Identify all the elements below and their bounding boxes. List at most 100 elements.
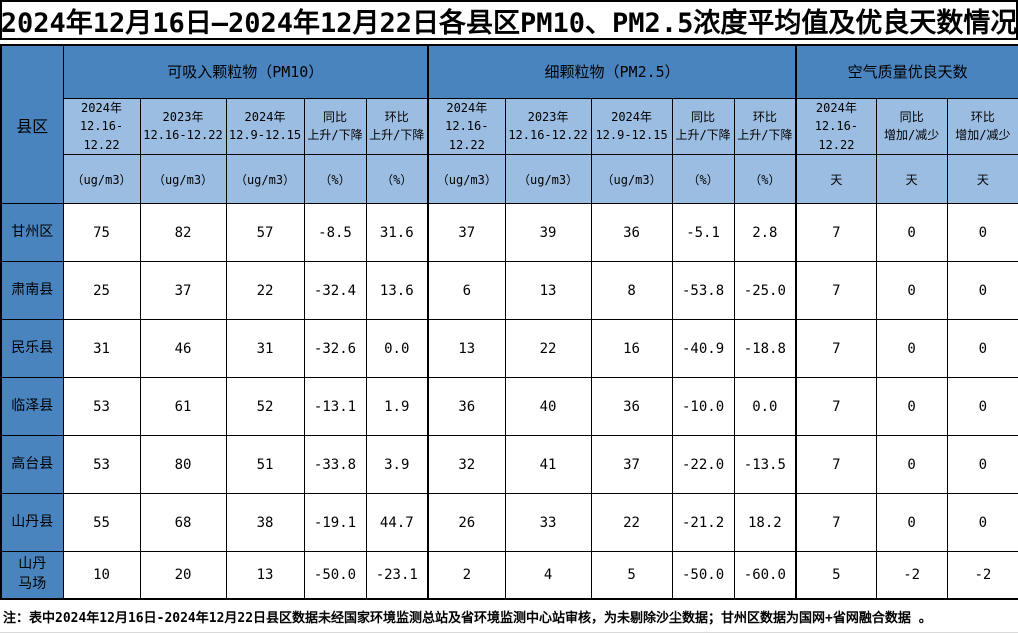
value-cell: -10.0 — [671, 377, 735, 437]
value-cell: 31.6 — [365, 203, 429, 263]
value-cell: 4 — [504, 551, 592, 600]
value-cell: 18.2 — [733, 493, 797, 553]
column-unit-1-3: （%） — [671, 154, 735, 205]
value-cell: -22.0 — [671, 435, 735, 495]
value-cell: 51 — [225, 435, 305, 495]
value-cell: 31 — [62, 319, 141, 379]
column-header-1-3: 同比 上升/下降 — [671, 97, 735, 156]
value-cell: 39 — [504, 203, 592, 263]
value-cell: 37 — [139, 261, 227, 321]
value-cell: -40.9 — [671, 319, 735, 379]
value-cell: 0 — [875, 377, 948, 437]
group-header-row: 县区 可吸入颗粒物（PM10） 细颗粒物（PM2.5） 空气质量优良天数 — [0, 44, 1018, 205]
value-cell: 8 — [590, 261, 673, 321]
value-cell: 55 — [62, 493, 141, 553]
value-cell: 10 — [62, 551, 141, 600]
county-name: 民乐县 — [0, 319, 64, 379]
county-name: 山丹县 — [0, 493, 64, 553]
value-cell: 41 — [504, 435, 592, 495]
value-cell: 22 — [590, 493, 673, 553]
value-cell: -32.4 — [303, 261, 367, 321]
value-cell: 7 — [795, 261, 877, 321]
value-cell: -18.8 — [733, 319, 797, 379]
value-cell: -23.1 — [365, 551, 429, 600]
column-unit-2-1: 天 — [875, 154, 948, 205]
value-cell: 37 — [590, 435, 673, 495]
value-cell: 75 — [62, 203, 141, 263]
column-header-0-1: 2023年 12.16-12.22 — [139, 97, 227, 156]
column-header-1-0: 2024年 12.16-12.22 — [427, 97, 506, 156]
table-row: 高台县 53 80 51 -33.8 3.9 32 41 37 -22.0 -13.5 7 0 0 — [0, 435, 1018, 495]
column-unit-0-1: （ug/m3） — [139, 154, 227, 205]
value-cell: -8.5 — [303, 203, 367, 263]
value-cell: 37 — [427, 203, 506, 263]
unit-header-row: （ug/m3） （ug/m3） （ug/m3） （%） （%） （ug/m3） （ug/m3… — [1, 154, 1018, 205]
value-cell: 0 — [946, 261, 1018, 321]
column-unit-0-2: （ug/m3） — [225, 154, 305, 205]
value-cell: 25 — [62, 261, 141, 321]
value-cell: 20 — [139, 551, 227, 600]
value-cell: 22 — [504, 319, 592, 379]
value-cell: 0 — [946, 319, 1018, 379]
value-cell: -21.2 — [671, 493, 735, 553]
page-title: 2024年12月16日—2024年12月22日各县区PM10、PM2.5浓度平均… — [0, 0, 1018, 40]
column-unit-0-4: （%） — [365, 154, 429, 205]
value-cell: 53 — [62, 435, 141, 495]
county-column-header: 县区 — [0, 44, 64, 205]
column-unit-2-0: 天 — [795, 154, 877, 205]
value-cell: -60.0 — [733, 551, 797, 600]
value-cell: -13.1 — [303, 377, 367, 437]
value-cell: 26 — [427, 493, 506, 553]
column-unit-1-2: （ug/m3） — [590, 154, 673, 205]
column-header-0-2: 2024年 12.9-12.15 — [225, 97, 305, 156]
county-name: 甘州区 — [0, 203, 64, 263]
value-cell: 5 — [795, 551, 877, 600]
value-cell: -53.8 — [671, 261, 735, 321]
column-unit-1-4: （%） — [733, 154, 797, 205]
value-cell: 0 — [875, 435, 948, 495]
value-cell: 16 — [590, 319, 673, 379]
group-header-pm10: 可吸入颗粒物（PM10） — [62, 44, 429, 99]
value-cell: 68 — [139, 493, 227, 553]
value-cell: -5.1 — [671, 203, 735, 263]
value-cell: 6 — [427, 261, 506, 321]
value-cell: 0.0 — [365, 319, 429, 379]
value-cell: 0 — [875, 319, 948, 379]
column-header-0-4: 环比 上升/下降 — [365, 97, 429, 156]
column-header-1-1: 2023年 12.16-12.22 — [504, 97, 592, 156]
column-unit-1-1: （ug/m3） — [504, 154, 592, 205]
column-header-1-2: 2024年 12.9-12.15 — [590, 97, 673, 156]
period-header-row: 2024年 12.16-12.22 2023年 12.16-12.22 2024年 … — [1, 97, 1018, 156]
table-body: 甘州区 75 82 57 -8.5 31.6 37 39 36 -5.1 2.8 7 0 0 肃南县 25 37… — [0, 203, 1018, 600]
table-row: 山丹 马场 10 20 13 -50.0 -23.1 2 4 5 -50.0 -60.0 5 -2 -2 — [0, 551, 1018, 600]
value-cell: 31 — [225, 319, 305, 379]
value-cell: 13 — [427, 319, 506, 379]
value-cell: 0 — [946, 435, 1018, 495]
column-header-2-0: 2024年 12.16-12.22 — [795, 97, 877, 156]
value-cell: 3.9 — [365, 435, 429, 495]
value-cell: 38 — [225, 493, 305, 553]
value-cell: 33 — [504, 493, 592, 553]
value-cell: -32.6 — [303, 319, 367, 379]
pm-table: 县区 可吸入颗粒物（PM10） 细颗粒物（PM2.5） 空气质量优良天数 202… — [0, 44, 1018, 600]
value-cell: 36 — [590, 377, 673, 437]
value-cell: 2.8 — [733, 203, 797, 263]
value-cell: 52 — [225, 377, 305, 437]
value-cell: 36 — [427, 377, 506, 437]
value-cell: -33.8 — [303, 435, 367, 495]
value-cell: 36 — [590, 203, 673, 263]
table-row: 临泽县 53 61 52 -13.1 1.9 36 40 36 -10.0 0.0 7 0 0 — [0, 377, 1018, 437]
column-unit-0-0: （ug/m3） — [62, 154, 141, 205]
value-cell: 0 — [946, 377, 1018, 437]
value-cell: 7 — [795, 203, 877, 263]
value-cell: 82 — [139, 203, 227, 263]
value-cell: 0 — [875, 493, 948, 553]
value-cell: 13 — [225, 551, 305, 600]
value-cell: 57 — [225, 203, 305, 263]
value-cell: 13.6 — [365, 261, 429, 321]
column-header-1-4: 环比 上升/下降 — [733, 97, 797, 156]
table-row: 山丹县 55 68 38 -19.1 44.7 26 33 22 -21.2 18.2 7 0 0 — [0, 493, 1018, 553]
value-cell: 80 — [139, 435, 227, 495]
value-cell: 0 — [875, 203, 948, 263]
